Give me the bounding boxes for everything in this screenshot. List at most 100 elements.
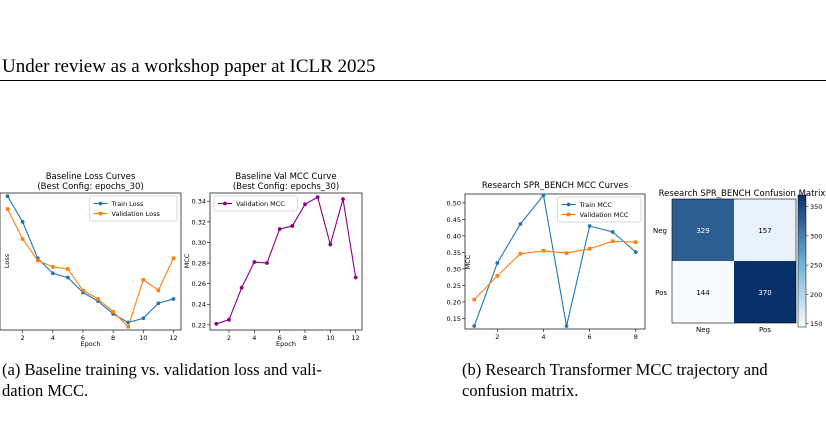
chart1-point [126,324,131,329]
chart3-legend-box [557,196,642,223]
chart2-xlabel: Epoch [276,340,296,348]
chart3-point [633,250,638,254]
chart2-subtitle: (Best Config: epochs_30) [233,182,339,192]
chart3-ytick-label: 0.45 [447,216,461,224]
chart3-ytick-label: 0.20 [447,298,461,306]
chart1-xtick-label: 2 [21,334,25,342]
chart3-series-line-1 [473,194,637,327]
chart1-point [156,288,161,293]
chart4-colorbar-label: 250 [810,262,822,270]
chart4-colorbar-label: 200 [810,291,822,299]
chart1-point [50,265,55,269]
chart2-title: Baseline Val MCC Curve [235,172,336,182]
chart4-col-label: Pos [759,326,771,334]
chart1-series-line-1 [7,195,174,324]
caption-b-line1: (b) Research Transformer MCC trajectory … [462,360,768,379]
running-header: Under review as a workshop paper at ICLR… [2,56,376,77]
chart3-point [564,251,569,255]
chart2-ytick-label: 0.34 [192,198,206,206]
chart1-point [5,194,10,199]
chart3-axes-frame [464,193,646,330]
chart2-xtick-label: 2 [227,334,231,342]
chart2-xtick-label: 10 [326,334,334,342]
chart1-legend-label: Validation Loss [112,210,161,218]
chart1-xlabel: Epoch [81,340,101,348]
chart3-point [518,222,523,226]
chart4-row-label: Pos [655,289,667,297]
chart2-xtick-label: 6 [278,334,282,342]
chart1-point [5,207,10,211]
chart4-row-label: Neg [653,227,667,235]
chart2-point [315,195,320,200]
chart4-cell [672,199,734,261]
chart2-point [290,224,295,228]
chart3-ylabel: MCC [464,254,472,269]
chart3-xtick-label: 2 [495,333,499,341]
chart2-point [277,227,282,231]
chart3-legend-marker [566,202,571,207]
chart1-xtick-label: 4 [51,334,55,342]
chart2-ytick-label: 0.30 [192,239,206,247]
chart4-colorbar [797,194,807,328]
chart2-xtick-label: 12 [352,334,360,342]
chart2-point [214,321,219,326]
chart2-series-line-1 [216,196,357,325]
chart1-legend-label: Train Loss [111,200,145,208]
chart4-col-label: Neg [696,326,710,334]
chart4-title: Research SPR_BENCH Confusion Matrix [659,189,826,199]
chart4-colorbar-label: 350 [810,203,822,211]
chart4-colorbar-label: 300 [810,232,822,240]
chart3-point [472,297,477,302]
chart4-cell [734,261,796,323]
chart1-xtick-label: 6 [81,334,85,342]
caption-a-line2: dation MCC. [2,381,89,400]
chart2-ytick-label: 0.24 [192,301,206,309]
chart3-point [472,324,477,328]
caption-b: (b) Research Transformer MCC trajectory … [462,359,826,401]
chart2-point [227,317,231,322]
chart1-legend-marker [98,211,103,216]
chart3-point [541,248,546,253]
chart1-point [66,267,70,271]
chart4-cell [734,199,796,261]
chart4-colorbar-label: 150 [810,320,822,328]
chart1-point [96,297,100,301]
chart2-ytick-label: 0.28 [192,260,206,268]
chart3-legend-label: Train MCC [579,201,613,209]
chart4-cell-label: 157 [758,227,771,235]
chart3-ytick-label: 0.25 [447,282,461,290]
chart1-xtick-label: 8 [111,334,115,342]
caption-a-line1: (a) Baseline training vs. validation los… [2,360,322,379]
chart1-point [156,301,161,306]
chart2-legend-label: Validation MCC [236,200,285,208]
chart1-point [141,316,146,321]
chart2-point [341,197,345,202]
chart2-legend-box [213,195,298,212]
chart4-cell-label: 329 [696,227,709,235]
caption-a: (a) Baseline training vs. validation los… [2,359,372,401]
chart1-point [171,297,176,301]
chart2-point [303,202,307,207]
chart1-series-line-2 [7,208,174,328]
chart1-xtick-label: 12 [169,334,177,342]
chart3-point [587,246,592,251]
chart3-ytick-label: 0.30 [447,265,461,273]
chart2-point [252,260,257,264]
chart2-axes-frame [209,192,363,331]
chart2-point [328,242,333,247]
chart3-point [495,274,500,278]
chart3-xtick-label: 6 [588,333,592,341]
chart1-point [20,219,25,224]
caption-b-line2: confusion matrix. [462,381,579,400]
chart1-point [20,237,25,241]
chart1-title: Baseline Loss Curves [46,172,136,182]
chart3-ytick-label: 0.35 [447,249,461,257]
chart1-point [65,275,70,280]
chart4-cell-label: 144 [696,289,710,297]
chart3-point [587,224,592,228]
chart3-point [495,261,500,265]
chart3-legend-label: Validation MCC [580,211,629,219]
chart3-legend-marker [566,212,571,217]
chart3-ytick-label: 0.15 [447,315,461,323]
